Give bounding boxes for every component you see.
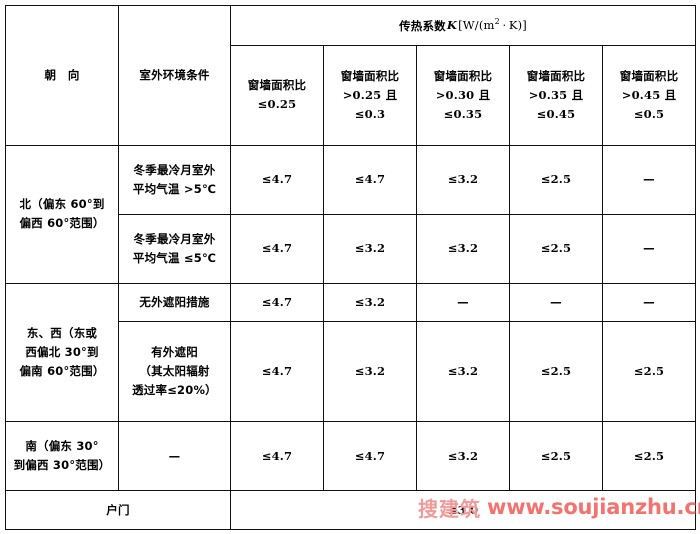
table-row: 冬季最冷月室外 平均气温 ≤5℃ ≤4.7 ≤3.2 ≤3.2 ≤2.5 — — [6, 213, 697, 284]
table-header-row-top: 朝 向 室外环境条件 传热系数K[W/(m2 · K)] — [5, 5, 697, 146]
header-col-ratio-1: 窗墙面积比 ≤0.25 — [230, 44, 324, 146]
header-col-ratio-2: 窗墙面积比 >0.25 且 ≤0.3 — [323, 44, 417, 146]
condition-with-shading-line1: 有外遮阳 — [151, 345, 198, 360]
orientation-north-line1: 北（偏东 60°到 — [19, 197, 105, 212]
value-north-cold-c3: ≤3.2 — [416, 213, 510, 284]
value-no-shading-c3: — — [416, 282, 510, 323]
value-north-warm-c5: — — [601, 144, 697, 215]
orientation-east-west-line1: 东、西（东或 — [26, 326, 98, 341]
table-row: 有外遮阳 （其太阳辐射 透过率≤20%） ≤4.7 ≤3.2 ≤3.2 ≤2.5… — [6, 321, 697, 423]
header-col-ratio-5-line3: ≤0.5 — [633, 106, 665, 121]
value-south-c1: ≤4.7 — [230, 421, 324, 492]
orientation-east-west-line2: 西偏北 30°到 — [25, 345, 99, 360]
condition-north-warm-line1: 冬季最冷月室外 — [133, 162, 216, 177]
condition-cell-north-cold: 冬季最冷月室外 平均气温 ≤5℃ — [118, 213, 231, 284]
condition-with-shading-line3: 透过率≤20%） — [132, 383, 217, 398]
header-col-ratio-4: 窗墙面积比 >0.35 且 ≤0.45 — [509, 44, 603, 146]
table-header-row-columns: 窗墙面积比 ≤0.25 窗墙面积比 >0.25 且 ≤0.3 窗墙面积比 >0.… — [6, 44, 697, 146]
condition-with-shading-line2: （其太阳辐射 — [139, 364, 210, 379]
door-value: ≤3.0 — [229, 490, 697, 530]
condition-north-warm-line2: 平均气温 >5℃ — [132, 181, 217, 196]
table-row: 南（偏东 30° 到偏西 30°范围） — ≤4.7 ≤4.7 ≤3.2 ≤2.… — [5, 421, 697, 492]
condition-north-cold-line2: 平均气温 ≤5℃ — [132, 250, 217, 265]
value-with-shading-c1: ≤4.7 — [230, 321, 324, 423]
value-north-cold-c5: — — [601, 213, 697, 284]
header-k-coefficient: 传热系数K[W/(m2 · K)] — [229, 5, 697, 46]
heat-transfer-coefficient-table: 朝 向 室外环境条件 传热系数K[W/(m2 · K)] 窗墙面积比 ≤0.25… — [5, 5, 697, 530]
value-no-shading-c4: — — [509, 282, 603, 323]
value-north-cold-c1: ≤4.7 — [230, 213, 324, 284]
value-north-cold-c4: ≤2.5 — [509, 213, 603, 284]
value-with-shading-c3: ≤3.2 — [416, 321, 510, 423]
value-south-c5: ≤2.5 — [601, 421, 697, 492]
orientation-south-line1: 南（偏东 30° — [25, 439, 99, 454]
orientation-cell-north: 北（偏东 60°到 偏西 60°范围） — [5, 144, 119, 284]
value-north-warm-c1: ≤4.7 — [230, 144, 324, 215]
header-k-unit-exponent: 2 — [494, 17, 500, 27]
value-no-shading-c5: — — [601, 282, 697, 323]
header-k-symbol: K — [446, 18, 458, 33]
header-col-ratio-1-line2: ≤0.25 — [257, 97, 297, 112]
value-with-shading-c4: ≤2.5 — [509, 321, 603, 423]
header-k-prefix: 传热系数 — [399, 18, 446, 33]
header-col-ratio-4-line1: 窗墙面积比 — [526, 68, 586, 83]
condition-cell-no-shading: 无外遮阳措施 — [118, 282, 231, 323]
condition-cell-with-shading: 有外遮阳 （其太阳辐射 透过率≤20%） — [118, 321, 231, 423]
header-col-ratio-5-line1: 窗墙面积比 — [619, 68, 679, 83]
header-col-ratio-5: 窗墙面积比 >0.45 且 ≤0.5 — [601, 44, 697, 146]
table-row: 东、西（东或 西偏北 30°到 偏南 60°范围） 无外遮阳措施 ≤4.7 ≤3… — [5, 282, 697, 423]
condition-cell-south: — — [118, 421, 231, 492]
value-with-shading-c2: ≤3.2 — [323, 321, 417, 423]
header-col-ratio-2-line2: >0.25 且 — [342, 87, 398, 102]
header-orientation: 朝 向 — [5, 5, 119, 146]
header-col-ratio-3-line2: >0.30 且 — [435, 87, 491, 102]
value-with-shading-c5: ≤2.5 — [601, 321, 697, 423]
header-col-ratio-5-line2: >0.45 且 — [621, 87, 677, 102]
header-col-ratio-4-line2: >0.35 且 — [528, 87, 584, 102]
header-col-ratio-2-line1: 窗墙面积比 — [340, 68, 400, 83]
header-col-ratio-3: 窗墙面积比 >0.30 且 ≤0.35 — [416, 44, 510, 146]
value-south-c4: ≤2.5 — [509, 421, 603, 492]
orientation-north-line2: 偏西 60°范围） — [19, 216, 105, 231]
header-col-ratio-4-line3: ≤0.45 — [536, 106, 576, 121]
value-north-warm-c4: ≤2.5 — [509, 144, 603, 215]
condition-north-cold-line1: 冬季最冷月室外 — [133, 231, 216, 246]
table-row-door: 户门 ≤3.0 — [5, 490, 697, 530]
value-north-warm-c3: ≤3.2 — [416, 144, 510, 215]
orientation-east-west-line3: 偏南 60°范围） — [19, 364, 105, 379]
header-col-ratio-3-line1: 窗墙面积比 — [433, 68, 493, 83]
condition-cell-north-warm: 冬季最冷月室外 平均气温 >5℃ — [118, 144, 231, 215]
header-outdoor-condition: 室外环境条件 — [118, 5, 231, 146]
header-col-ratio-2-line3: ≤0.3 — [354, 106, 386, 121]
orientation-cell-south: 南（偏东 30° 到偏西 30°范围） — [5, 421, 119, 492]
header-col-ratio-1-line1: 窗墙面积比 — [247, 78, 307, 93]
condition-no-shading-line1: 无外遮阳措施 — [139, 295, 210, 310]
header-k-unit: [W/(m2 · K)] — [458, 17, 527, 33]
table-row: 北（偏东 60°到 偏西 60°范围） 冬季最冷月室外 平均气温 >5℃ ≤4.… — [5, 144, 697, 284]
header-col-ratio-3-line3: ≤0.35 — [443, 106, 483, 121]
value-south-c2: ≤4.7 — [323, 421, 417, 492]
door-label: 户门 — [5, 490, 231, 530]
orientation-south-line2: 到偏西 30°范围） — [13, 458, 111, 473]
orientation-cell-east-west: 东、西（东或 西偏北 30°到 偏南 60°范围） — [5, 282, 119, 423]
value-south-c3: ≤3.2 — [416, 421, 510, 492]
value-no-shading-c1: ≤4.7 — [230, 282, 324, 323]
value-north-cold-c2: ≤3.2 — [323, 213, 417, 284]
value-north-warm-c2: ≤4.7 — [323, 144, 417, 215]
value-no-shading-c2: ≤3.2 — [323, 282, 417, 323]
